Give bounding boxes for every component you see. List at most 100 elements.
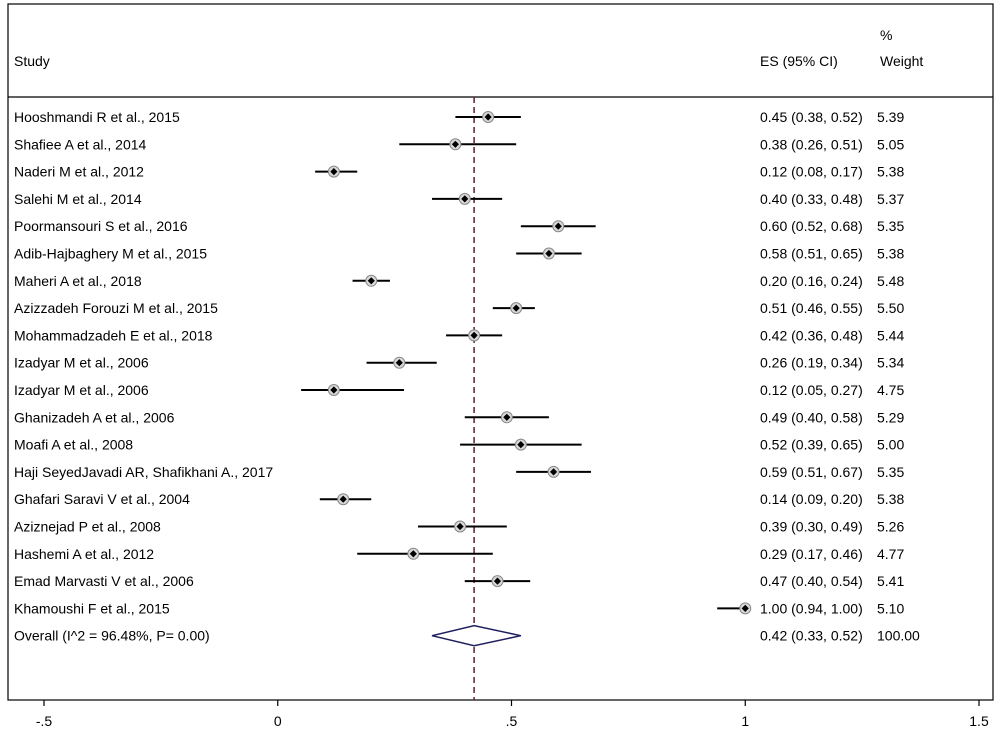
study-row: Ghafari Saravi V et al., 2004 0.14 (0.09,…: [14, 491, 904, 507]
point-estimate-marker: [461, 195, 469, 203]
es-value: 0.45 (0.38, 0.52): [760, 109, 863, 125]
point-estimate-marker: [554, 222, 562, 230]
overall-diamond: [431, 624, 522, 647]
weight-value: 5.38: [877, 164, 904, 180]
study-row: Haji SeyedJavadi AR, Shafikhani A., 2017…: [14, 464, 904, 480]
study-label: Adib-Hajbaghery M et al., 2015: [14, 246, 207, 262]
weight-value: 5.34: [877, 355, 904, 371]
point-estimate-marker: [493, 577, 502, 585]
es-value: 0.49 (0.40, 0.58): [760, 409, 863, 425]
es-value: 0.26 (0.19, 0.34): [760, 355, 863, 371]
weight-value: 5.50: [877, 300, 904, 316]
x-tick-label: .5: [506, 713, 518, 729]
x-tick-label: 1: [741, 713, 749, 729]
es-value: 0.47 (0.40, 0.54): [760, 573, 863, 589]
weight-value: 5.44: [877, 327, 904, 343]
weight-value: 5.05: [877, 136, 904, 152]
study-row: Naderi M et al., 2012 0.12 (0.08, 0.17) 5.…: [14, 164, 904, 180]
study-row: Moafi A et al., 2008 0.52 (0.39, 0.65) 5.0…: [14, 437, 904, 453]
point-estimate-marker: [741, 604, 749, 612]
point-estimate-marker: [367, 277, 375, 285]
point-estimate-marker: [339, 495, 347, 503]
study-label: Naderi M et al., 2012: [14, 164, 144, 180]
es-value: 0.12 (0.08, 0.17): [760, 164, 863, 180]
point-estimate-marker: [470, 331, 478, 339]
weight-percent-header: %: [880, 27, 892, 43]
x-tick-label: 1.5: [969, 713, 989, 729]
study-row: Emad Marvasti V et al., 2006 0.47 (0.40, …: [14, 573, 904, 589]
es-value: 0.14 (0.09, 0.20): [760, 491, 863, 507]
weight-value: 5.26: [877, 519, 904, 535]
point-estimate-marker: [517, 441, 525, 449]
es-value: 0.42 (0.36, 0.48): [760, 327, 863, 343]
study-label: Moafi A et al., 2008: [14, 437, 133, 453]
es-value: 0.38 (0.26, 0.51): [760, 136, 863, 152]
study-label: Salehi M et al., 2014: [14, 191, 142, 207]
point-estimate-marker: [456, 522, 464, 531]
study-row: Adib-Hajbaghery M et al., 2015 0.58 (0.51…: [14, 246, 904, 262]
overall-label: Overall (I^2 = 96.48%, P= 0.00): [14, 628, 210, 644]
point-estimate-marker: [330, 168, 338, 176]
study-label: Ghanizadeh A et al., 2006: [14, 409, 175, 425]
point-estimate-marker: [451, 140, 459, 148]
study-row: Salehi M et al., 2014 0.40 (0.33, 0.48) 5.…: [14, 191, 904, 207]
study-row: Azizzadeh Forouzi M et al., 2015 0.51 (0.…: [14, 300, 904, 316]
study-label: Hooshmandi R et al., 2015: [14, 109, 180, 125]
weight-value: 5.29: [877, 409, 904, 425]
weight-value: 5.41: [877, 573, 904, 589]
weight-value: 5.39: [877, 109, 904, 125]
study-row: Izadyar M et al., 2006 0.12 (0.05, 0.27) 4…: [14, 382, 904, 398]
study-label: Aziznejad P et al., 2008: [14, 519, 161, 535]
study-label: Azizzadeh Forouzi M et al., 2015: [14, 300, 218, 316]
x-tick-label: -.5: [36, 713, 53, 729]
study-row: Hashemi A et al., 2012 0.29 (0.17, 0.46) 4…: [14, 546, 904, 562]
es-value: 0.29 (0.17, 0.46): [760, 546, 863, 562]
study-row: Mohammadzadeh E et al., 2018 0.42 (0.36, …: [14, 327, 904, 343]
es-value: 0.60 (0.52, 0.68): [760, 218, 863, 234]
overall-weight-value: 100.00: [877, 628, 920, 644]
point-estimate-marker: [549, 468, 558, 476]
study-row: Khamoushi F et al., 2015 1.00 (0.94, 1.00…: [14, 600, 904, 616]
es-value: 0.12 (0.05, 0.27): [760, 382, 863, 398]
study-label: Izadyar M et al., 2006: [14, 382, 149, 398]
study-label: Emad Marvasti V et al., 2006: [14, 573, 194, 589]
point-estimate-marker: [330, 386, 338, 394]
study-row: Shafiee A et al., 2014 0.38 (0.26, 0.51) 5…: [14, 136, 904, 152]
es-value: 0.58 (0.51, 0.65): [760, 246, 863, 262]
study-label: Haji SeyedJavadi AR, Shafikhani A., 2017: [14, 464, 273, 480]
weight-value: 5.10: [877, 600, 904, 616]
es-value: 0.51 (0.46, 0.55): [760, 300, 863, 316]
weight-value: 5.00: [877, 437, 904, 453]
plot-frame: [7, 3, 994, 701]
x-tick-label: 0: [274, 713, 282, 729]
es-column-header: ES (95% CI): [760, 53, 838, 69]
es-value: 1.00 (0.94, 1.00): [760, 600, 863, 616]
es-value: 0.40 (0.33, 0.48): [760, 191, 863, 207]
study-label: Maheri A et al., 2018: [14, 273, 142, 289]
study-row: Aziznejad P et al., 2008 0.39 (0.30, 0.49…: [14, 519, 904, 535]
weight-value: 5.37: [877, 191, 904, 207]
study-label: Mohammadzadeh E et al., 2018: [14, 327, 213, 343]
study-row: Hooshmandi R et al., 2015 0.45 (0.38, 0.5…: [14, 109, 904, 125]
point-estimate-marker: [484, 113, 492, 121]
study-label: Hashemi A et al., 2012: [14, 546, 154, 562]
weight-value: 5.35: [877, 464, 904, 480]
overall-row: Overall (I^2 = 96.48%, P= 0.00) 0.42 (0.3…: [14, 624, 920, 647]
es-value: 0.39 (0.30, 0.49): [760, 519, 863, 535]
weight-value: 4.75: [877, 382, 904, 398]
study-column-header: Study: [14, 53, 50, 69]
study-label: Khamoushi F et al., 2015: [14, 600, 170, 616]
weight-value: 5.48: [877, 273, 904, 289]
weight-value: 4.77: [877, 546, 904, 562]
weight-column-header: Weight: [880, 53, 923, 69]
study-label: Poormansouri S et al., 2016: [14, 218, 188, 234]
weight-value: 5.38: [877, 246, 904, 262]
es-value: 0.20 (0.16, 0.24): [760, 273, 863, 289]
weight-value: 5.38: [877, 491, 904, 507]
study-row: Poormansouri S et al., 2016 0.60 (0.52, 0…: [14, 218, 904, 234]
study-row: Maheri A et al., 2018 0.20 (0.16, 0.24) 5.…: [14, 273, 904, 289]
study-label: Ghafari Saravi V et al., 2004: [14, 491, 190, 507]
es-value: 0.59 (0.51, 0.67): [760, 464, 863, 480]
study-label: Shafiee A et al., 2014: [14, 136, 147, 152]
